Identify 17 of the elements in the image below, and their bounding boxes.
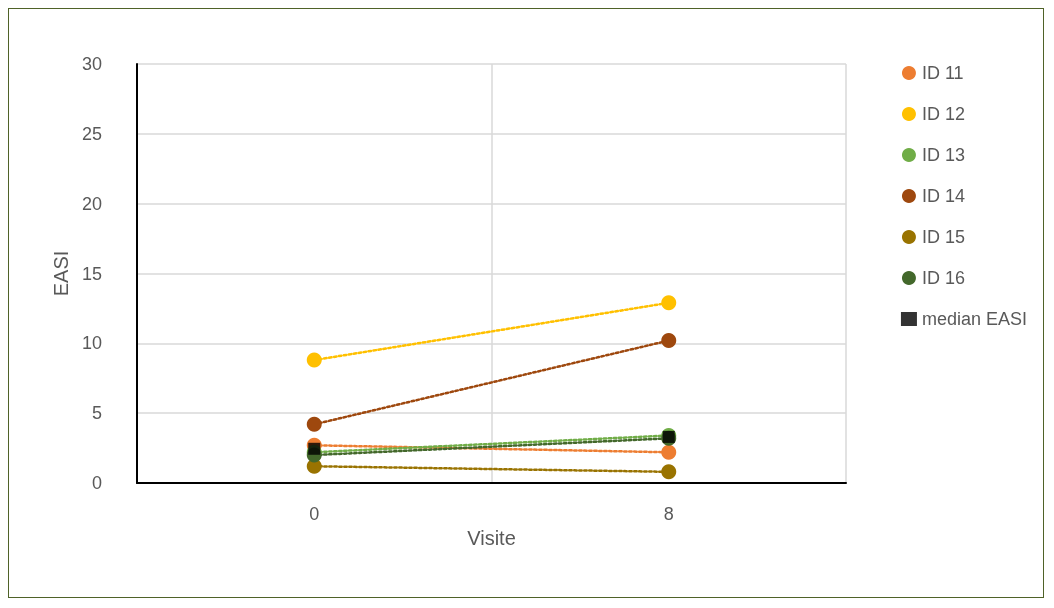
legend-label: ID 15 [921,227,965,247]
legend-label: ID 13 [921,145,965,165]
legend-label: ID 11 [921,63,964,83]
legend-label: ID 14 [921,186,965,206]
y-tick-label: 30 [81,54,102,74]
legend-label: ID 12 [921,104,965,124]
legend-label: median EASI [921,309,1028,329]
y-tick-label: 10 [81,333,102,354]
x-tick-label: 8 [663,504,674,524]
y-axis-title: EASI [50,250,73,297]
y-tick-label: 20 [81,193,102,214]
y-tick-label: 0 [91,473,102,493]
y-tick-label: 15 [81,263,102,284]
x-axis-title: Visite [467,527,516,549]
legend-label: ID 16 [921,268,965,288]
y-tick-label: 25 [81,123,102,144]
y-tick-label: 5 [91,403,102,424]
